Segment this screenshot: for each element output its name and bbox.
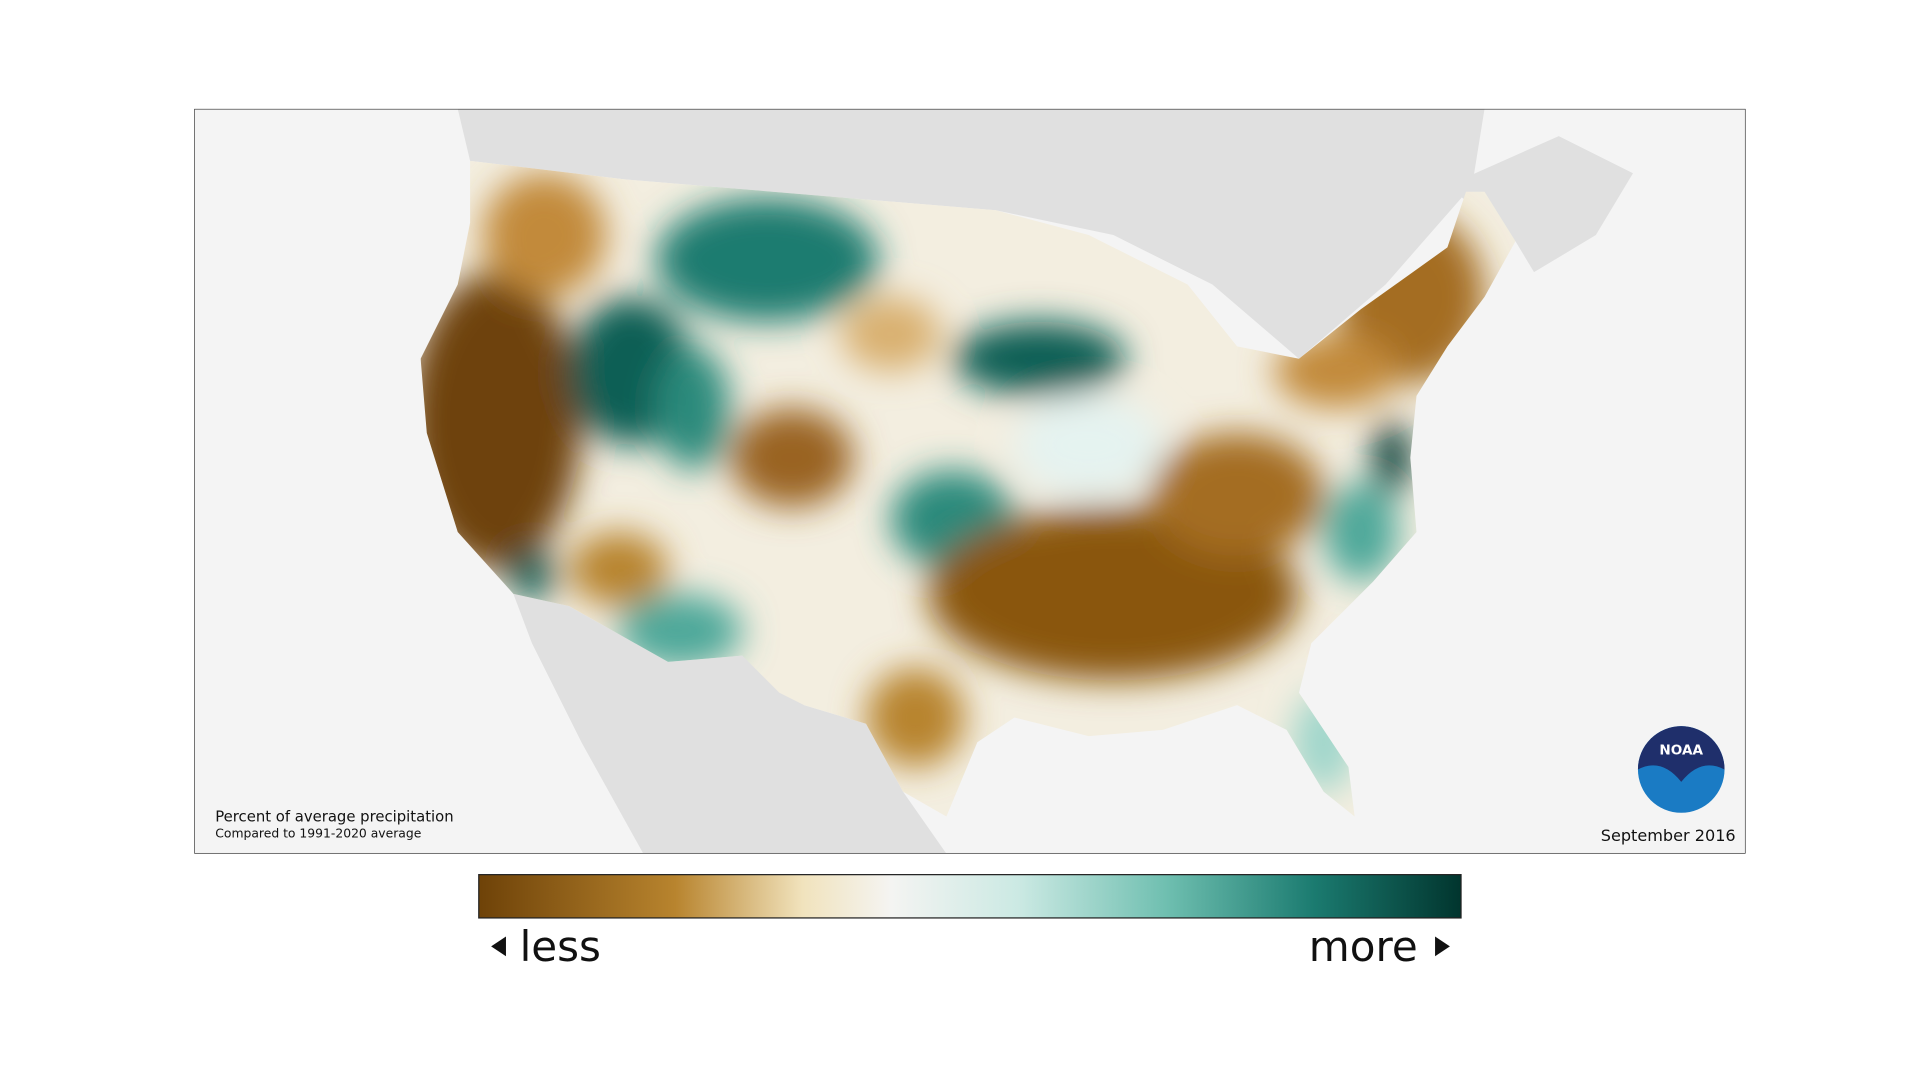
less-arrow [491, 936, 506, 957]
map-subtitle: Compared to 1991-2020 average [215, 827, 421, 841]
more-arrow [1435, 936, 1450, 957]
color-bar [478, 874, 1462, 919]
noaa-logo: NOAA [1637, 726, 1725, 813]
map-title: Percent of average precipitation [215, 808, 453, 825]
canada-land [457, 108, 1485, 359]
legend-high: more [1309, 922, 1418, 971]
mexico-land [513, 593, 947, 854]
map-area: Percent of average precipitation Compare… [194, 108, 1746, 854]
maritime-land [1447, 136, 1633, 273]
map-date: September 2016 [1601, 826, 1736, 845]
legend-low: less [520, 922, 601, 971]
logo-text: NOAA [1659, 743, 1703, 759]
